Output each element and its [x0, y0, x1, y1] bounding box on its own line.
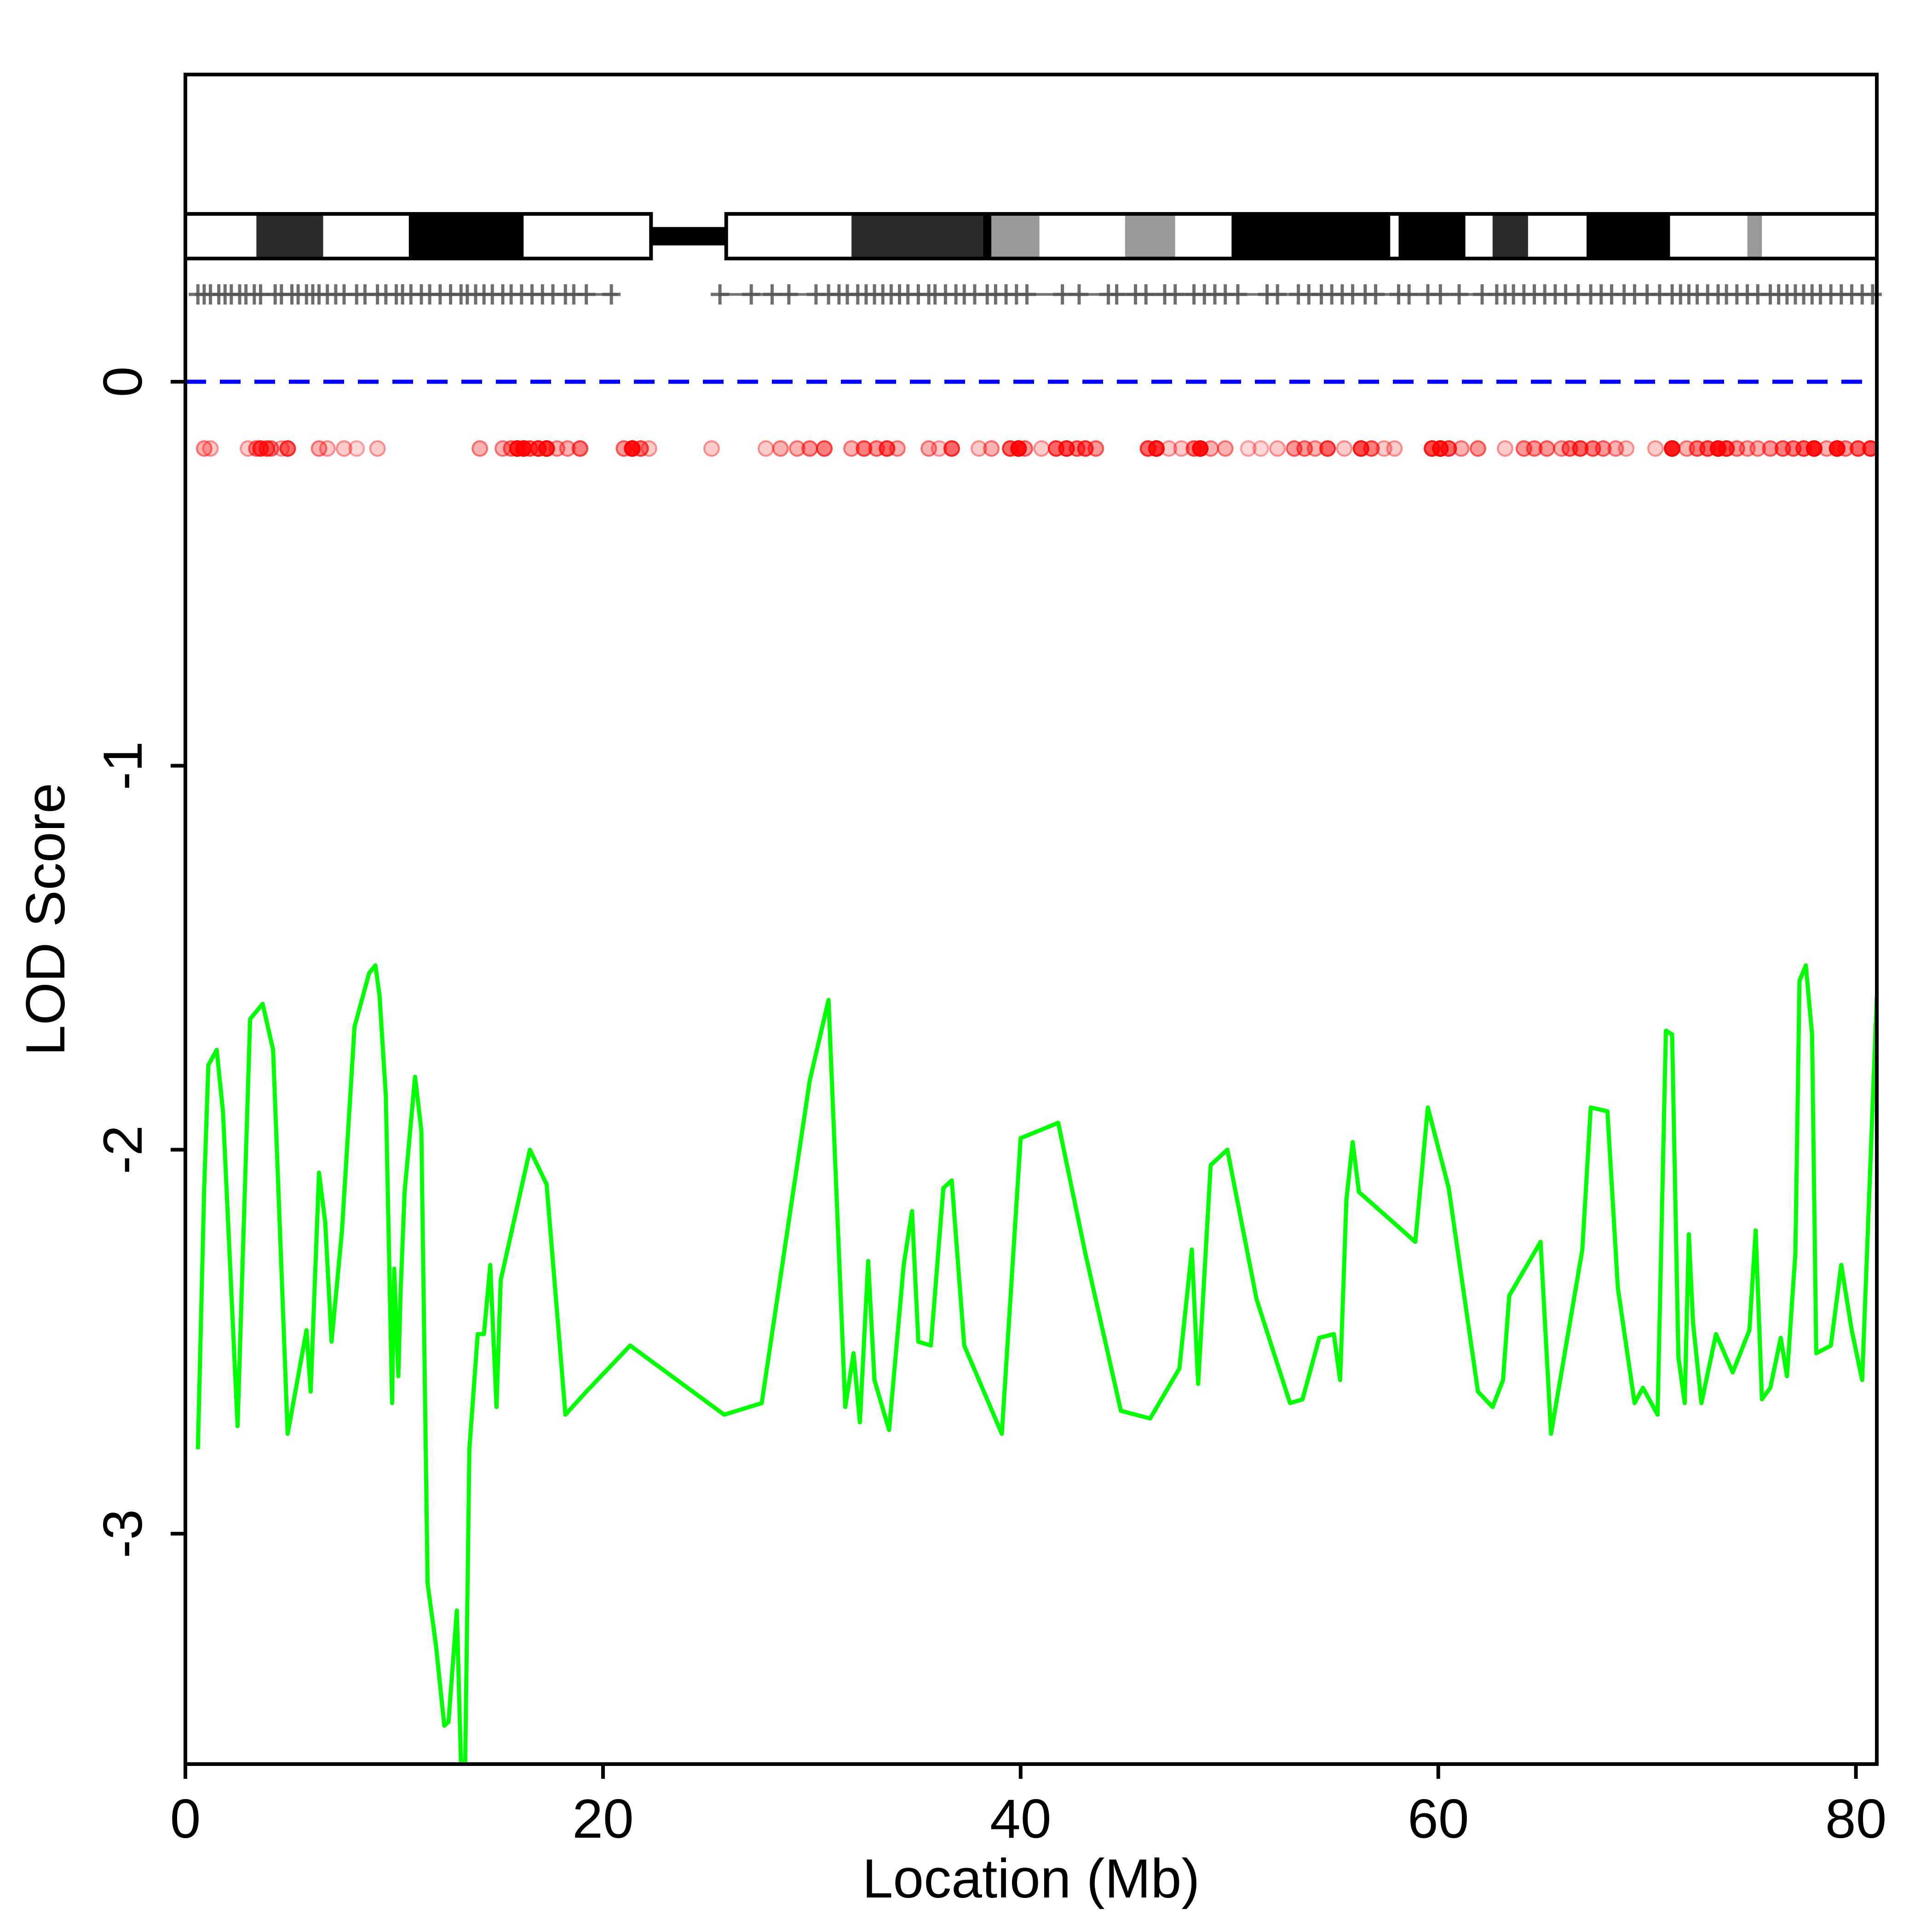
snp-dot: [263, 440, 280, 457]
ideogram-band: [323, 214, 409, 259]
snp-dot: [1386, 440, 1403, 457]
ideogram-band: [408, 214, 524, 259]
snp-dot: [1087, 440, 1104, 457]
ideogram-band: [726, 214, 852, 259]
snp-dot: [1526, 440, 1543, 457]
y-axis-label: LOD Score: [15, 783, 76, 1056]
snp-dot: [1252, 440, 1269, 457]
y-tick-label: -3: [92, 1509, 154, 1558]
snp-dot: [889, 440, 906, 457]
snp-dot: [1010, 440, 1027, 457]
ideogram-band: [1587, 214, 1670, 259]
snp-dot: [789, 440, 806, 457]
ideogram-band: [1039, 214, 1125, 259]
x-tick-label: 20: [572, 1788, 633, 1850]
y-tick-label: -1: [92, 741, 154, 790]
snp-dot: [1469, 440, 1486, 457]
snp-dot: [1595, 440, 1612, 457]
snp-dot: [1664, 440, 1681, 457]
x-tick-label: 80: [1825, 1788, 1886, 1850]
snp-dot: [983, 440, 1000, 457]
marker-track: [189, 284, 1882, 305]
snp-dot: [920, 440, 937, 457]
ideogram-band: [1125, 214, 1175, 259]
snp-dot: [1269, 440, 1286, 457]
snp-dot: [772, 440, 789, 457]
ideogram-band: [1670, 214, 1748, 259]
ideogram-band: [1762, 214, 1877, 259]
ideogram-band: [185, 214, 257, 259]
chromosome-ideogram: [184, 212, 1879, 260]
snp-dot: [1016, 440, 1033, 457]
snp-dot: [632, 440, 649, 457]
snp-dot: [1607, 440, 1624, 457]
ideogram-band: [1398, 214, 1466, 259]
snp-dot: [703, 440, 720, 457]
snp-dot: [369, 440, 386, 457]
snp-dot: [1033, 440, 1050, 457]
ideogram-band: [991, 214, 1040, 259]
ideogram-band: [1231, 214, 1391, 259]
snp-dot: [943, 440, 960, 457]
snp-dot: [336, 440, 353, 457]
y-tick-label: -2: [92, 1125, 154, 1174]
snp-dot: [1375, 440, 1392, 457]
snp-dot: [1240, 440, 1257, 457]
x-tick-label: 40: [990, 1788, 1051, 1850]
snp-dot: [856, 440, 873, 457]
snp-dot: [1161, 440, 1178, 457]
snp-dot: [757, 440, 774, 457]
plot-frame: [184, 73, 1879, 1766]
snp-dot: [1828, 440, 1846, 457]
ideogram-band: [1390, 214, 1399, 259]
snp-dot: [1538, 440, 1555, 457]
snp-dot: [1618, 440, 1635, 457]
snp-dot: [259, 440, 276, 457]
snp-dot: [202, 440, 219, 457]
snp-dot: [348, 440, 365, 457]
lod-series-line: [196, 963, 1877, 1764]
x-tick-label: 0: [170, 1788, 201, 1850]
x-axis-label: Location (Mb): [862, 1848, 1200, 1909]
y-tick-label: 0: [92, 366, 154, 397]
snp-dot: [1806, 440, 1823, 457]
snp-dot: [1453, 440, 1470, 457]
snp-dot: [310, 440, 328, 457]
series-layer: [196, 963, 1877, 1764]
snp-dot: [1440, 440, 1457, 457]
snp-dot: [1363, 440, 1380, 457]
snp-dot: [1336, 440, 1353, 457]
snp-dot: [279, 440, 296, 457]
snp-dot: [1647, 440, 1664, 457]
ideogram-band: [983, 214, 992, 259]
snp-dot: [571, 440, 588, 457]
snp-dot: [640, 440, 657, 457]
snp-dot: [1496, 440, 1513, 457]
snp-dot: [1319, 440, 1336, 457]
ideogram-band: [851, 214, 983, 259]
ideogram-band: [256, 214, 323, 259]
snp-dot: [816, 440, 833, 457]
snp-dot: [801, 440, 818, 457]
snp-dot: [1148, 440, 1165, 457]
ideogram-band: [1175, 214, 1232, 259]
snp-dot: [1217, 440, 1234, 457]
ideogram-band: [1528, 214, 1587, 259]
snp-dot: [196, 440, 213, 457]
snp-dot: [1749, 440, 1766, 457]
snp-dot: [472, 440, 489, 457]
ideogram-band: [1465, 214, 1493, 259]
snp-dot-track: [196, 440, 1879, 457]
snp-dot: [971, 440, 988, 457]
snp-dot: [1202, 440, 1219, 457]
ideogram-band: [523, 214, 651, 259]
ideogram-band: [1747, 214, 1762, 259]
snp-dot: [319, 440, 336, 457]
ideogram-band: [1492, 214, 1528, 259]
x-tick-label: 60: [1408, 1788, 1469, 1850]
